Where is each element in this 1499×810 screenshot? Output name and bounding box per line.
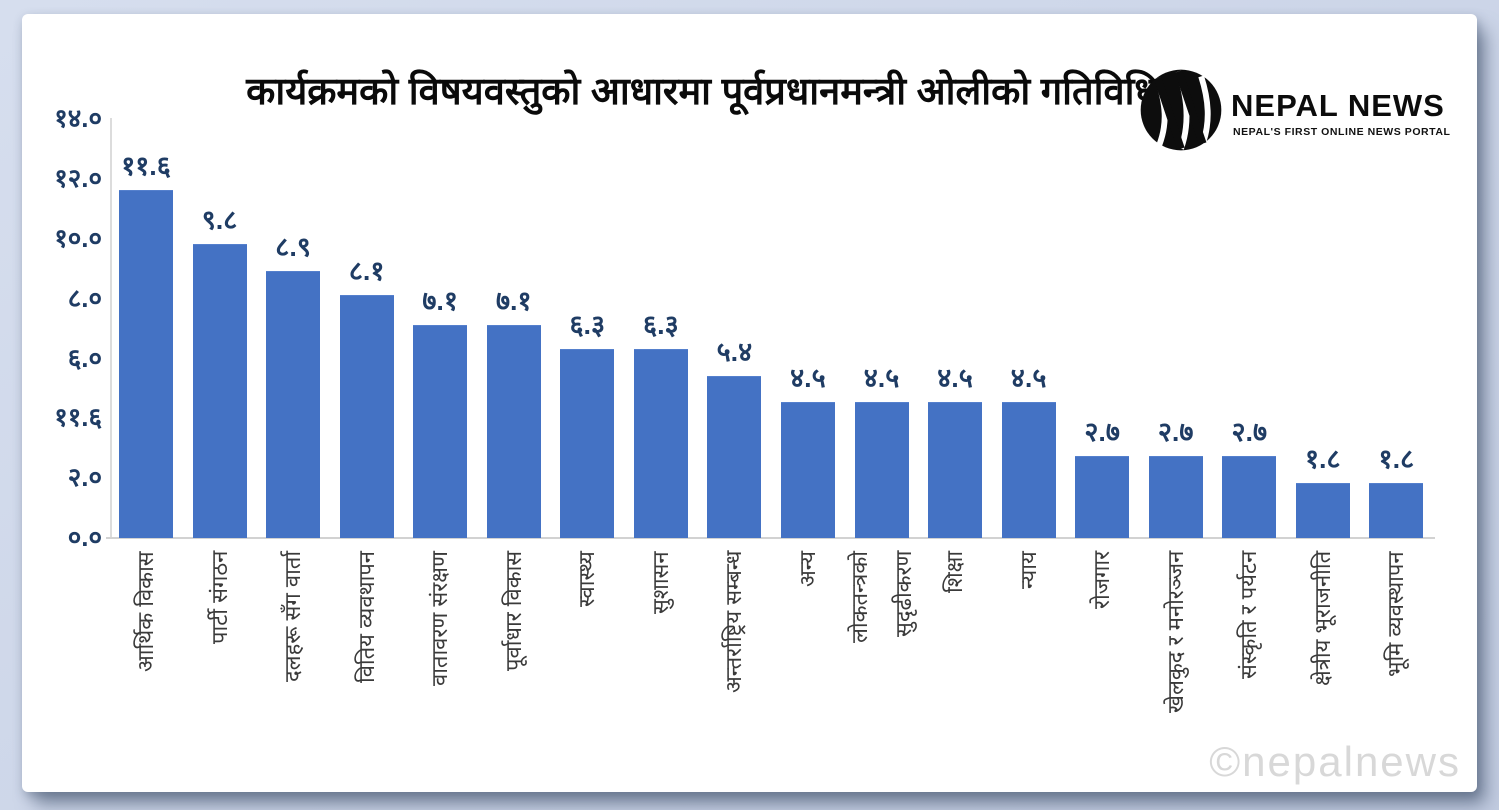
chart-card: कार्यक्रमको विषयवस्तुको आधारमा पूर्वप्रध… bbox=[22, 14, 1477, 792]
bar bbox=[1369, 483, 1424, 538]
bar bbox=[486, 324, 541, 538]
bar-value-label: ८.९ bbox=[275, 231, 311, 262]
y-axis-tick-label: ६.० bbox=[67, 342, 102, 373]
logo-tagline: NEPAL'S FIRST ONLINE NEWS PORTAL bbox=[1233, 126, 1451, 138]
bar-value-label: ११.६ bbox=[121, 151, 171, 182]
bar-value-label: ४.५ bbox=[863, 363, 900, 394]
bar-value-label: २.७ bbox=[1157, 417, 1194, 448]
bar bbox=[1001, 402, 1056, 538]
nepal-news-logo: NEPAL NEWS NEPAL'S FIRST ONLINE NEWS POR… bbox=[1139, 66, 1450, 156]
chart-title: कार्यक्रमको विषयवस्तुको आधारमा पूर्वप्रध… bbox=[246, 71, 1158, 113]
bar bbox=[560, 348, 615, 538]
nepal-news-nn-monogram-icon bbox=[1140, 69, 1222, 151]
x-axis-label: पूर्वाधार विकास bbox=[500, 551, 526, 672]
bar bbox=[1295, 483, 1350, 538]
bar bbox=[1075, 456, 1130, 538]
bar-value-label: ८.१ bbox=[348, 255, 385, 286]
y-axis-tick-label: ८.० bbox=[67, 282, 102, 313]
bar bbox=[339, 294, 394, 538]
bar bbox=[1148, 456, 1203, 538]
bar-value-label: ४.५ bbox=[1010, 363, 1047, 394]
x-axis-label: अन्तर्राष्ट्रिय सम्बन्ध bbox=[721, 551, 747, 694]
bar bbox=[928, 402, 983, 538]
y-axis-tick-label: २.० bbox=[67, 462, 102, 493]
bar-value-label: ९.८ bbox=[201, 204, 238, 235]
bar-value-label: २.७ bbox=[1084, 417, 1120, 448]
bar bbox=[854, 402, 909, 538]
x-axis-label: शिक्षा bbox=[942, 551, 968, 594]
x-axis-label: रोजगार bbox=[1089, 551, 1115, 610]
logo-name: NEPAL NEWS bbox=[1231, 88, 1445, 123]
bar bbox=[266, 270, 321, 538]
y-axis-tick-label: ११.६ bbox=[54, 402, 102, 433]
x-axis-label: लोकतन्त्रको सुदृढीकरण bbox=[846, 551, 916, 643]
bar-value-label: ७.१ bbox=[495, 285, 532, 316]
bar bbox=[413, 324, 468, 538]
bar-value-label: ६.३ bbox=[643, 309, 679, 340]
bar-value-label: १.८ bbox=[1378, 444, 1415, 475]
y-axis-tick-label: १४.० bbox=[54, 103, 102, 134]
bar bbox=[707, 375, 762, 538]
x-axis-label: आर्थिक विकास bbox=[133, 551, 158, 672]
x-axis-label: अन्य bbox=[794, 551, 820, 588]
y-axis-tick-label: १२.० bbox=[54, 163, 102, 194]
y-axis-tick-label: ०.० bbox=[67, 522, 102, 552]
bar bbox=[119, 190, 173, 538]
x-axis-label: पार्टी संगठन bbox=[206, 551, 232, 645]
x-axis-line bbox=[106, 537, 1435, 539]
x-axis-label: वितिय व्यवथापन bbox=[353, 551, 379, 684]
x-axis-label: स्वास्थ्य bbox=[574, 551, 600, 607]
bar bbox=[192, 243, 247, 538]
bar bbox=[633, 348, 688, 538]
x-axis-label: सुशासन bbox=[647, 551, 673, 614]
bar-value-label: ४.५ bbox=[790, 363, 826, 394]
bar-value-label: ६.३ bbox=[569, 309, 606, 340]
bar bbox=[780, 402, 835, 538]
bar-value-label: ५.४ bbox=[716, 336, 753, 367]
plot-area: १४.० १२.० १०.० ८.० ६.० ११.६ २.० ०.० ११.६ आर्थिक व… bbox=[22, 14, 1477, 792]
x-axis-label: वातावरण संरक्षण bbox=[427, 551, 453, 686]
y-axis-line bbox=[110, 118, 112, 537]
bar-value-label: १.८ bbox=[1305, 444, 1341, 475]
x-axis-label: दलहरू सँग वार्ता bbox=[280, 551, 306, 683]
watermark: ©nepalnews bbox=[1209, 738, 1461, 785]
bar-value-label: २.७ bbox=[1231, 417, 1268, 448]
y-axis-tick-label: १०.० bbox=[54, 223, 102, 253]
x-axis-label: खेलकुद र मनोरञ्जन bbox=[1162, 551, 1188, 714]
bar-value-label: ४.५ bbox=[937, 363, 973, 394]
bar bbox=[1222, 456, 1277, 538]
x-axis-label: न्याय bbox=[1015, 551, 1041, 589]
bar-value-label: ७.१ bbox=[422, 285, 458, 316]
